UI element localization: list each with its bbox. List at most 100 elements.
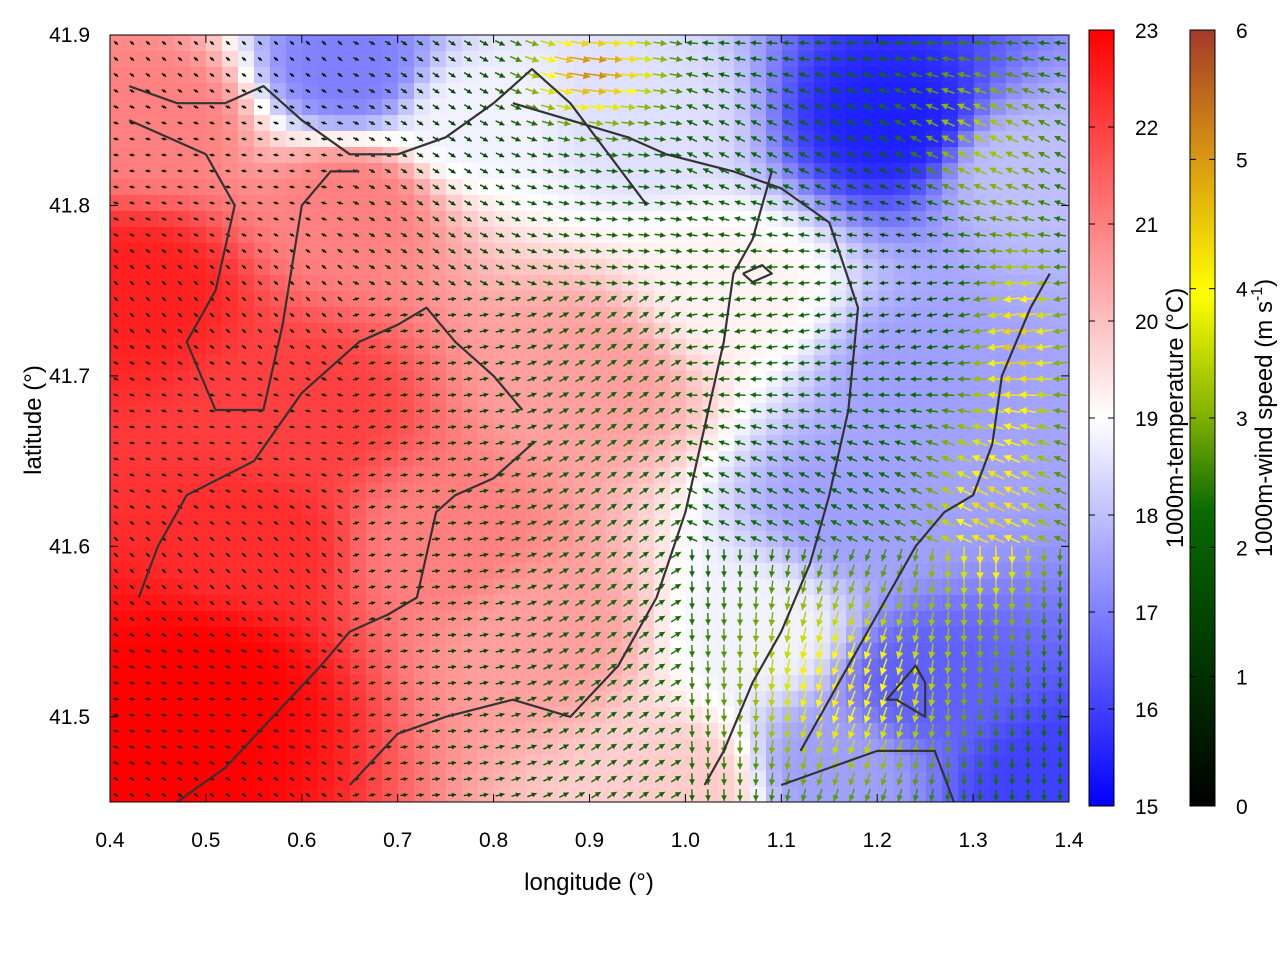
heatmap-cell: [222, 355, 239, 372]
heatmap-cell: [158, 307, 175, 324]
heatmap-cell: [302, 563, 319, 580]
heatmap-cell: [238, 51, 255, 68]
heatmap-cell: [238, 499, 255, 516]
heatmap-cell: [798, 147, 815, 164]
heatmap-cell: [350, 659, 367, 676]
heatmap-cell: [878, 147, 895, 164]
heatmap-cell: [238, 67, 255, 84]
heatmap-cell: [702, 579, 719, 596]
heatmap-cell: [158, 611, 175, 628]
heatmap-cell: [254, 275, 271, 292]
heatmap-cell: [990, 723, 1007, 740]
heatmap-cell: [158, 51, 175, 68]
heatmap-cell: [238, 35, 255, 52]
heatmap-cell: [926, 707, 943, 724]
heatmap-cell: [158, 787, 175, 802]
heatmap-cell: [926, 787, 943, 802]
heatmap-cell: [302, 339, 319, 356]
heatmap-cell: [302, 227, 319, 244]
heatmap-cell: [750, 547, 767, 564]
heatmap-cell: [334, 499, 351, 516]
heatmap-cell: [414, 211, 431, 228]
heatmap-cell: [254, 611, 271, 628]
heatmap-cell: [862, 467, 879, 484]
heatmap-cell: [958, 611, 975, 628]
heatmap-cell: [238, 787, 255, 802]
heatmap-cell: [926, 643, 943, 660]
heatmap-cell: [430, 147, 447, 164]
heatmap-cell: [958, 547, 975, 564]
heatmap-cell: [334, 771, 351, 788]
heatmap-cell: [206, 67, 223, 84]
heatmap-cell: [142, 227, 159, 244]
heatmap-cell: [1038, 579, 1055, 596]
heatmap-cell: [1022, 771, 1039, 788]
heatmap-cell: [350, 723, 367, 740]
heatmap-cell: [990, 787, 1007, 802]
heatmap-cell: [910, 467, 927, 484]
heatmap-cell: [206, 771, 223, 788]
heatmap-cell: [190, 595, 207, 612]
heatmap-cell: [718, 691, 735, 708]
heatmap-cell: [302, 35, 319, 52]
heatmap-cell: [350, 787, 367, 802]
heatmap-cell: [158, 83, 175, 100]
heatmap-cell: [398, 115, 415, 132]
heatmap-cell: [238, 227, 255, 244]
heatmap-cell: [1022, 723, 1039, 740]
heatmap-cell: [158, 563, 175, 580]
heatmap-cell: [974, 707, 991, 724]
heatmap-cell: [702, 627, 719, 644]
heatmap-cell: [366, 627, 383, 644]
heatmap-cell: [334, 531, 351, 548]
heatmap-cell: [286, 227, 303, 244]
heatmap-cell: [734, 723, 751, 740]
heatmap-cell: [910, 771, 927, 788]
heatmap-cell: [1054, 659, 1069, 676]
heatmap-cell: [1022, 739, 1039, 756]
heatmap-cell: [734, 755, 751, 772]
heatmap-cell: [190, 563, 207, 580]
heatmap-cell: [222, 515, 239, 532]
heatmap-cell: [766, 483, 783, 500]
heatmap-cell: [254, 499, 271, 516]
heatmap-cell: [942, 675, 959, 692]
heatmap-cell: [1054, 707, 1069, 724]
heatmap-cell: [318, 51, 335, 68]
heatmap-cell: [350, 195, 367, 212]
heatmap-cell: [958, 643, 975, 660]
heatmap-cell: [750, 131, 767, 148]
heatmap-cell: [398, 163, 415, 180]
heatmap-cell: [350, 675, 367, 692]
heatmap-cell: [382, 51, 399, 68]
heatmap-cell: [910, 643, 927, 660]
heatmap-cell: [430, 83, 447, 100]
heatmap-cell: [350, 51, 367, 68]
heatmap-cell: [254, 243, 271, 260]
heatmap-cell: [254, 339, 271, 356]
heatmap-cell: [366, 675, 383, 692]
heatmap-cell: [254, 227, 271, 244]
heatmap-cell: [750, 563, 767, 580]
heatmap-cell: [798, 755, 815, 772]
heatmap-cell: [286, 515, 303, 532]
heatmap-cell: [366, 387, 383, 404]
heatmap-cell: [398, 211, 415, 228]
heatmap-cell: [302, 499, 319, 516]
heatmap-cell: [206, 259, 223, 276]
heatmap-cell: [158, 531, 175, 548]
heatmap-cell: [142, 787, 159, 802]
heatmap-cell: [942, 579, 959, 596]
heatmap-cell: [782, 467, 799, 484]
heatmap-cell: [750, 483, 767, 500]
heatmap-cell: [382, 99, 399, 116]
heatmap-cell: [926, 611, 943, 628]
heatmap-cell: [702, 611, 719, 628]
heatmap-cell: [382, 227, 399, 244]
heatmap-cell: [126, 499, 143, 516]
heatmap-cell: [750, 611, 767, 628]
heatmap-cell: [766, 131, 783, 148]
heatmap-cell: [110, 259, 127, 276]
heatmap-cell: [174, 787, 191, 802]
